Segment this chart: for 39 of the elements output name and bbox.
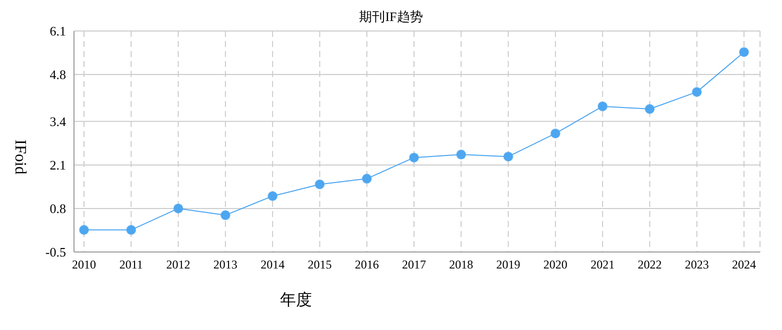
x-tick-label: 2017 — [402, 258, 426, 272]
point — [598, 101, 608, 112]
x-tick-label: 2021 — [590, 258, 615, 272]
y-tick-label: 3.4 — [50, 114, 66, 130]
x-tick-label: 2013 — [213, 258, 238, 272]
point — [268, 191, 278, 202]
chart-title: 期刊IF趋势 — [359, 9, 423, 24]
point — [409, 152, 419, 163]
x-tick-label: 2019 — [496, 258, 520, 272]
y-tick-label: 2.1 — [50, 158, 66, 173]
x-tick-label: 2022 — [638, 258, 662, 272]
x-tick-label: 2018 — [449, 258, 474, 272]
point — [739, 47, 749, 58]
point — [314, 179, 325, 190]
y-tick-label: -0.5 — [45, 244, 66, 260]
x-tick-label: 2014 — [260, 258, 285, 272]
x-tick-label: 2016 — [354, 258, 379, 272]
point — [220, 210, 230, 220]
y-axis-title: IFoid — [10, 140, 28, 174]
x-tick-label: 2020 — [543, 258, 568, 272]
x-tick-label: 2012 — [166, 258, 190, 272]
y-tick-label: 4.8 — [50, 67, 66, 82]
x-tick-label: 2010 — [72, 258, 96, 272]
x-tick-label: 2023 — [684, 258, 709, 272]
x-tick-label: 2011 — [119, 258, 143, 272]
point — [126, 224, 136, 235]
x-tick-label: 2015 — [308, 258, 332, 272]
point — [503, 152, 514, 162]
y-tick-label: 0.8 — [50, 201, 66, 216]
point — [550, 128, 560, 138]
x-axis-title: 年度 — [280, 290, 312, 311]
point — [456, 150, 466, 160]
point — [692, 86, 702, 97]
point — [644, 104, 655, 114]
point — [362, 174, 372, 184]
point — [79, 224, 89, 235]
y-tick-label: 6.1 — [50, 24, 66, 39]
x-tick-label: 2024 — [732, 258, 756, 272]
point — [173, 203, 184, 214]
